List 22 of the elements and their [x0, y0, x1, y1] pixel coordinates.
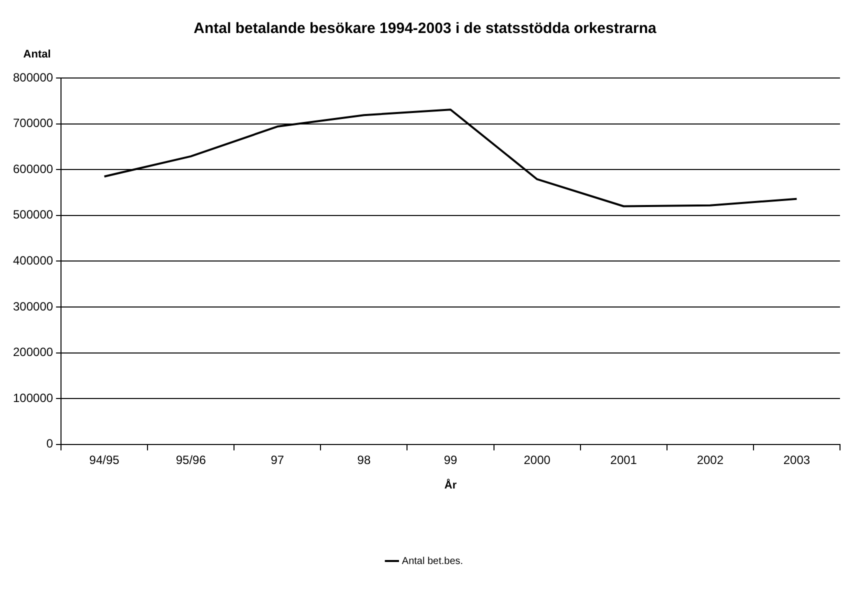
x-tick-label: 2000: [524, 452, 551, 467]
y-tick-label: 800000: [12, 70, 54, 84]
y-tick-label: 500000: [12, 208, 54, 222]
x-tick-label: 94/95: [89, 452, 120, 467]
x-tick-label: 2003: [783, 452, 810, 467]
y-tick-label: 700000: [12, 116, 54, 130]
x-tick-label: 2002: [696, 452, 724, 467]
y-tick-label: 0: [46, 436, 54, 451]
x-tick-label: 2001: [610, 452, 638, 467]
y-tick-label: 200000: [12, 345, 54, 360]
x-tick-label: 97: [270, 452, 284, 467]
chart-title: Antal betalande besökare 1994-2003 i de statsstödda orkestrarna: [194, 20, 658, 38]
y-tick-label: 300000: [12, 299, 54, 314]
y-tick-label: 400000: [12, 254, 54, 268]
y-tick-label: 100000: [12, 390, 54, 405]
x-tick-label: 98: [357, 452, 371, 467]
x-tick-label: 99: [444, 452, 458, 467]
x-axis-title: År: [444, 478, 458, 492]
legend-label: Antal bet.bes.: [402, 556, 464, 567]
y-tick-label: 600000: [12, 162, 54, 176]
y-axis-title: Antal: [23, 48, 51, 61]
x-tick-label: 95/96: [176, 452, 206, 467]
